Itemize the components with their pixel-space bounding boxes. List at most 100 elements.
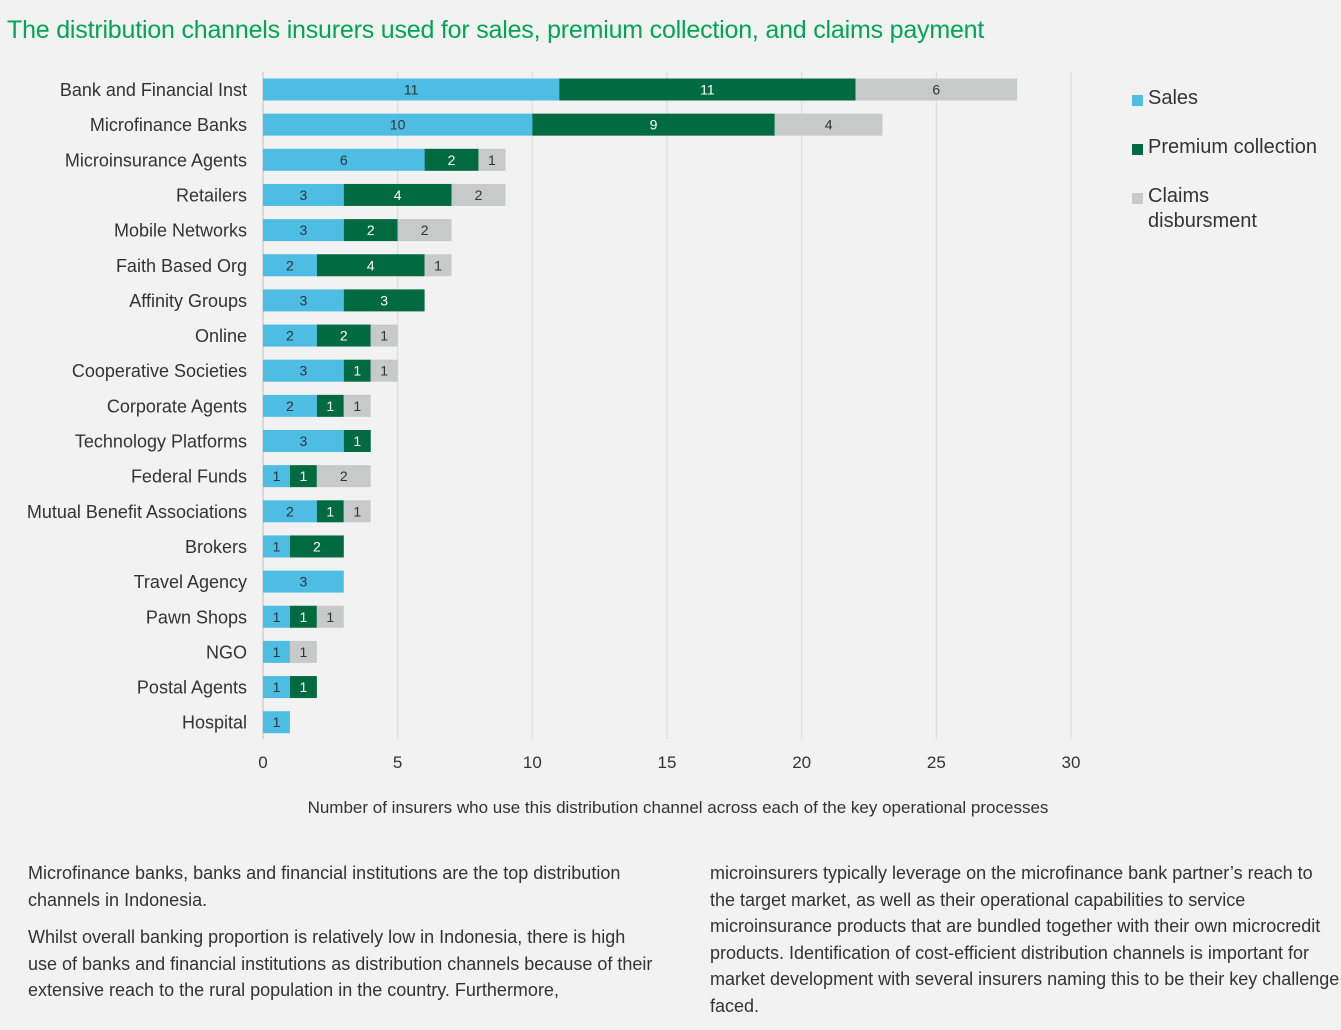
bar-segment — [263, 359, 344, 382]
data-label: 2 — [286, 328, 294, 344]
x-tick-labels: 0 5 10 15 20 25 30 — [258, 753, 1080, 772]
bar-segment — [478, 148, 506, 171]
bar-segment — [343, 183, 452, 206]
x-tick-label: 15 — [658, 753, 677, 772]
stacked-bar-chart: 11 11 610 9 46 2 13 4 23 2 22 4 13 32 2 13 1 12 1 13 11 1 22 1 1… — [27, 72, 1080, 817]
paragraph: microinsurers typically leverage on the … — [710, 863, 1340, 1016]
category-label: Mutual Benefit Associations — [27, 502, 247, 522]
chart-title: The distribution channels insurers used … — [7, 16, 985, 44]
category-label: Bank and Financial Inst — [60, 80, 247, 100]
bar-segment — [263, 711, 290, 734]
gridlines — [262, 72, 1072, 739]
bar-segment — [263, 430, 344, 452]
data-label: 2 — [286, 503, 294, 519]
paragraph: Microfinance banks, banks and financial … — [28, 863, 621, 910]
paragraph: Whilst overall banking proportion is rel… — [28, 927, 653, 1000]
data-label: 1 — [353, 398, 361, 414]
bar-segment — [289, 676, 317, 699]
data-label: 1 — [300, 644, 308, 660]
bar-segment — [263, 148, 425, 171]
data-label: 1 — [380, 363, 388, 379]
data-label: 3 — [300, 187, 308, 203]
data-label: 1 — [300, 468, 308, 484]
data-label: 2 — [313, 538, 321, 554]
bar-segment — [370, 359, 398, 382]
bar-segment — [397, 219, 452, 242]
data-label: 3 — [300, 222, 308, 238]
bar-segment — [855, 78, 1018, 101]
legend-label-claims-line1: Claims — [1148, 185, 1210, 207]
bar-segment — [263, 500, 317, 523]
data-label: 2 — [286, 257, 294, 273]
bar-segment — [343, 359, 371, 382]
data-label: 1 — [434, 257, 442, 273]
body-text-right: microinsurers typically leverage on the … — [710, 860, 1340, 1030]
data-label: 2 — [475, 187, 483, 203]
legend-label-claims-line2: disbursment — [1148, 210, 1257, 232]
bar-segment — [289, 465, 317, 488]
data-label: 2 — [340, 328, 348, 344]
data-label: 1 — [273, 468, 281, 484]
category-label: NGO — [206, 642, 247, 662]
data-label: 1 — [300, 609, 308, 625]
category-label: Microfinance Banks — [90, 115, 247, 135]
bar-segment — [263, 289, 344, 312]
legend: Sales Premium collection Claims disbursm… — [1132, 86, 1337, 258]
bar-segment — [343, 394, 371, 417]
data-label: 2 — [286, 398, 294, 414]
data-label: 3 — [300, 574, 308, 590]
bar-segment — [289, 605, 317, 628]
legend-label-sales: Sales — [1148, 87, 1199, 109]
data-label: 1 — [353, 503, 361, 519]
category-label: Hospital — [182, 713, 247, 733]
bar-segment — [424, 254, 452, 277]
bar-segment — [263, 394, 317, 417]
category-label: Travel Agency — [134, 572, 247, 592]
data-label: 1 — [488, 152, 496, 168]
data-label: 2 — [448, 152, 456, 168]
data-label: 11 — [404, 82, 419, 98]
data-label: 2 — [367, 222, 375, 238]
data-label: 1 — [380, 328, 388, 344]
bar-series: 11 11 610 9 46 2 13 4 23 2 22 4 13 32 2 13 1 12 1 13 11 1 22 1 1… — [263, 78, 1018, 734]
bar-segment — [316, 465, 371, 488]
category-label: Corporate Agents — [107, 396, 247, 416]
category-label: Faith Based Org — [116, 256, 247, 276]
data-label: 3 — [300, 363, 308, 379]
data-label: 2 — [421, 222, 429, 238]
bar-segment — [263, 676, 290, 699]
legend-item-sales: Sales — [1132, 86, 1337, 111]
x-tick-label: 30 — [1062, 753, 1081, 772]
bar-segment — [532, 113, 775, 136]
category-label: Mobile Networks — [114, 221, 247, 241]
data-label: 11 — [700, 82, 715, 98]
x-tick-label: 20 — [792, 753, 811, 772]
data-label: 3 — [300, 433, 308, 449]
category-label: Brokers — [185, 537, 247, 557]
category-label: Pawn Shops — [146, 607, 247, 627]
bar-segment — [289, 535, 344, 558]
data-label: 1 — [273, 644, 281, 660]
data-label: 1 — [273, 609, 281, 625]
category-label: Technology Platforms — [75, 432, 247, 452]
legend-label-claims: Claims disbursment — [1148, 184, 1257, 234]
data-label: 1 — [326, 503, 334, 519]
bar-segment — [263, 570, 344, 593]
bar-segment — [263, 535, 290, 558]
bar-segment — [343, 289, 425, 312]
category-label: Affinity Groups — [129, 291, 247, 311]
bar-segment — [370, 324, 398, 347]
bar-segment — [451, 183, 506, 206]
bar-segment — [263, 254, 317, 277]
category-label: Online — [195, 326, 247, 346]
data-label: 1 — [273, 538, 281, 554]
category-labels: Bank and Financial Inst Microfinance Bank… — [27, 80, 247, 733]
bar-segment — [316, 500, 344, 523]
x-axis-label: Number of insurers who use this distribu… — [308, 798, 1049, 817]
data-label: 2 — [340, 468, 348, 484]
legend-swatch-claims — [1132, 193, 1143, 204]
bar-segment — [316, 394, 344, 417]
data-label: 1 — [353, 363, 361, 379]
body-text-left: Microfinance banks, banks and financial … — [28, 860, 658, 1015]
bar-segment — [343, 500, 371, 523]
